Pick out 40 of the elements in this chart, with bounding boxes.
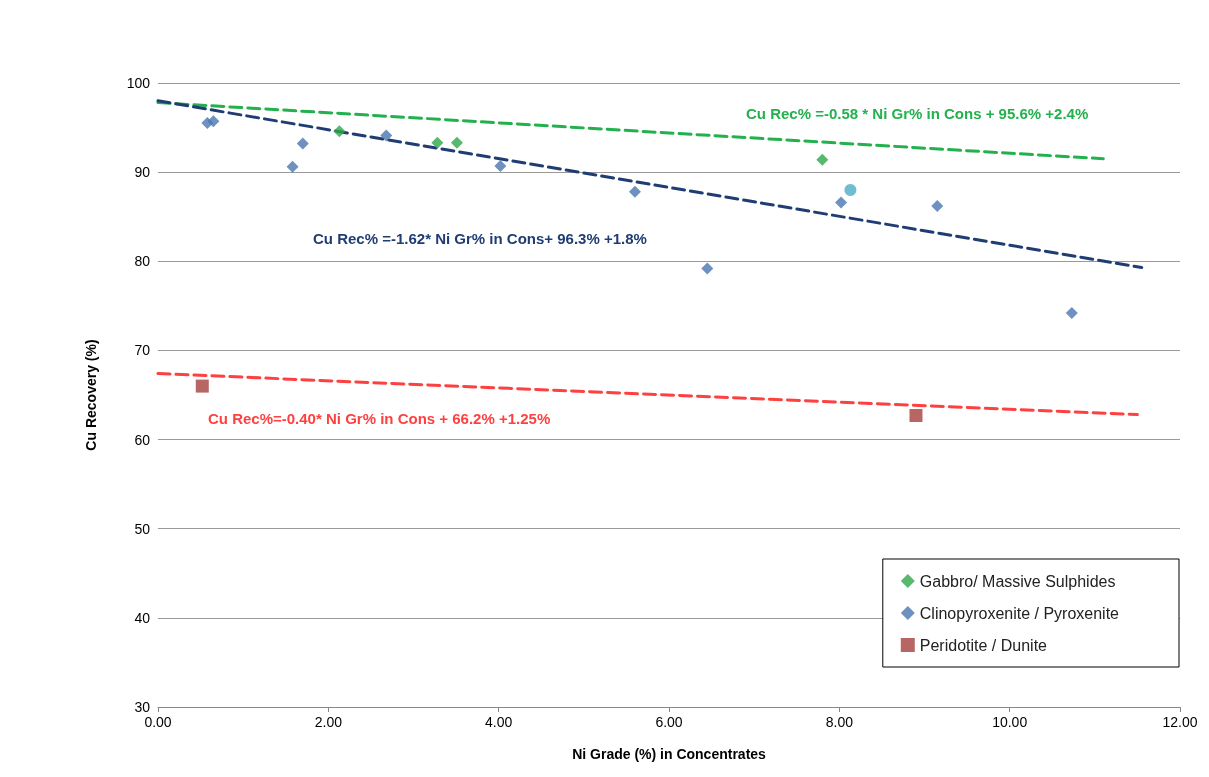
x-tick-label: 6.00 [655,714,683,730]
x-tick-label: 0.00 [144,714,172,730]
point [296,137,309,150]
legend-label: Gabbro/ Massive Sulphides [919,572,1116,590]
annotation: Cu Rec% =-1.62* Ni Gr% in Cons+ 96.3% +1.8% [313,230,647,247]
point [628,185,641,198]
point [207,115,220,128]
y-tick-label: 50 [134,520,151,537]
point [450,136,463,149]
y-tick-label: 100 [126,75,151,91]
x-tick-label: 8.00 [825,714,854,730]
legend-label: Clinopyroxenite / Pyroxenite [919,604,1120,622]
point [286,160,299,173]
annotation: Cu Rec% =-0.58 * Ni Gr% in Cons + 95.6% +2.4% [746,105,1089,122]
point [844,183,857,196]
point [931,200,944,213]
x-tick-label: 2.00 [314,714,343,730]
x-tick-label: 10.00 [992,714,1028,730]
point [835,196,848,209]
x-axis-title: Ni Grade (%) in Concentrates [572,746,767,762]
point [431,136,444,149]
y-axis-title: Cu Recovery (%) [83,339,99,451]
annotation: Cu Rec%=-0.40* Ni Gr% in Cons + 66.2% +1.25% [208,410,551,427]
point [816,153,829,166]
point [195,379,209,393]
point [701,262,714,275]
point [909,409,923,422]
point [494,159,507,172]
y-tick-label: 30 [134,699,151,715]
point [380,129,393,142]
x-tick-label: 4.00 [485,714,513,730]
legend-label: Peridotite / Dunite [919,636,1048,654]
y-tick-label: 40 [134,609,151,626]
y-tick-label: 60 [134,431,151,448]
y-tick-label: 70 [134,342,151,359]
point [1065,306,1078,319]
y-tick-label: 80 [134,253,151,270]
point [333,125,346,138]
x-tick-label: 12.00 [1162,714,1198,730]
y-tick-label: 90 [134,164,151,181]
